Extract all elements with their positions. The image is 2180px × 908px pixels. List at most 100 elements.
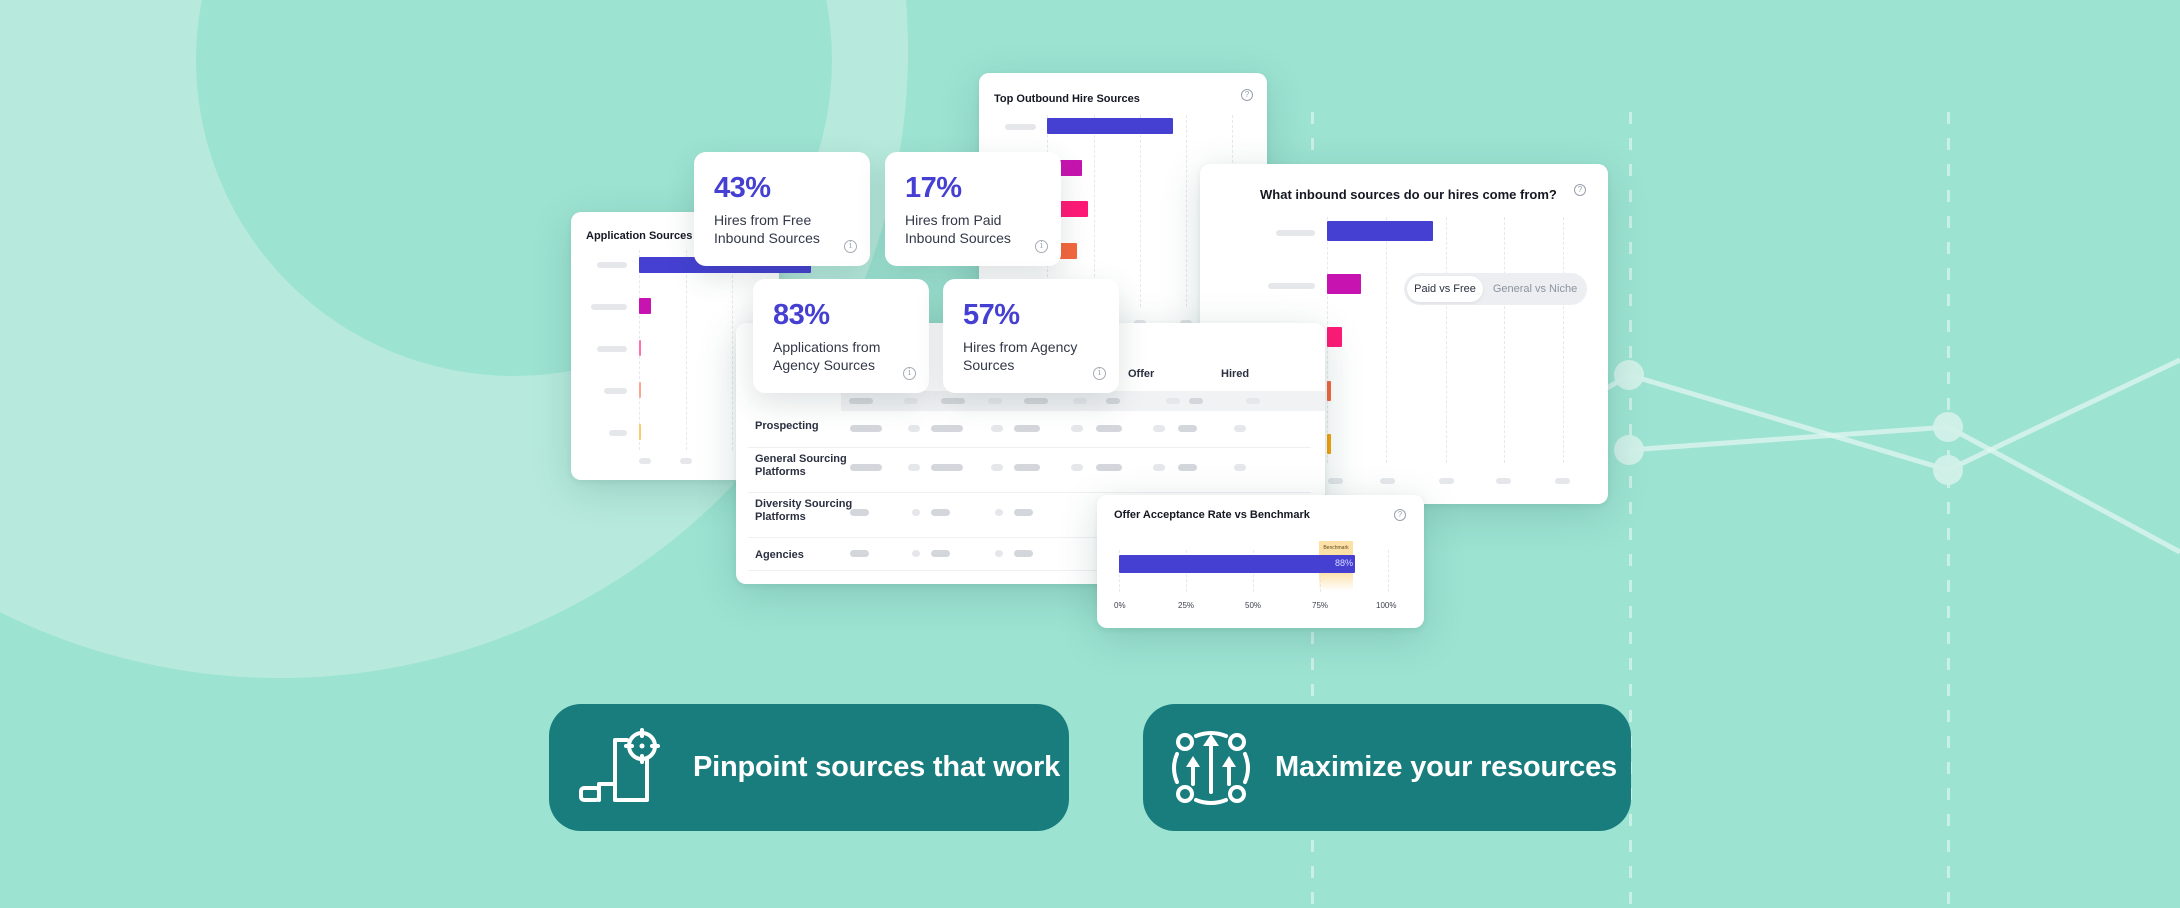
target-steps-icon: [579, 727, 660, 802]
info-icon[interactable]: i: [844, 240, 857, 253]
bar-4[interactable]: [639, 382, 641, 398]
gridline: [1563, 217, 1564, 463]
subheader-placeholder: [1246, 398, 1260, 404]
cell-placeholder: [995, 509, 1003, 516]
bar-1[interactable]: [1327, 221, 1433, 241]
axis-tick: 0%: [1114, 601, 1126, 610]
table-subheader: [841, 391, 1325, 411]
axis-tick: 100%: [1376, 601, 1397, 610]
toggle-option-paid-vs-free[interactable]: Paid vs Free: [1407, 276, 1483, 302]
row-divider: [748, 570, 1311, 571]
subheader-placeholder: [1166, 398, 1180, 404]
cell-placeholder: [1014, 464, 1040, 471]
cell-placeholder: [1071, 425, 1083, 432]
gridline: [1388, 550, 1389, 592]
category-label-placeholder: [609, 430, 627, 436]
gridline: [1140, 115, 1141, 307]
cell-placeholder: [912, 509, 920, 516]
cell-placeholder: [1234, 464, 1246, 471]
cell-placeholder: [912, 550, 920, 557]
cell-placeholder: [991, 464, 1003, 471]
offer-acceptance-card: Offer Acceptance Rate vs Benchmark ? Ben…: [1097, 495, 1424, 628]
axis-tick-placeholder: [680, 458, 692, 464]
cell-placeholder: [908, 464, 920, 471]
info-icon[interactable]: i: [1093, 367, 1106, 380]
cell-placeholder: [991, 425, 1003, 432]
category-label-placeholder: [1005, 124, 1036, 130]
card-title: What inbound sources do our hires come f…: [1260, 187, 1557, 202]
subheader-placeholder: [1106, 398, 1120, 404]
pinpoint-sources-cta[interactable]: Pinpoint sources that work: [549, 704, 1069, 831]
bar-3[interactable]: [639, 340, 641, 356]
gridline: [1386, 217, 1387, 463]
cell-placeholder: [1096, 425, 1122, 432]
toggle-option-general-vs-niche[interactable]: General vs Niche: [1492, 283, 1578, 295]
gridline: [1094, 115, 1095, 307]
subheader-placeholder: [988, 398, 1002, 404]
cell-placeholder: [850, 464, 882, 471]
subheader-placeholder: [941, 398, 965, 404]
arrows-cycle-icon: [1172, 730, 1250, 805]
dashed-guide-line: [1629, 112, 1632, 908]
subheader-placeholder: [904, 398, 918, 404]
info-icon[interactable]: i: [1035, 240, 1048, 253]
card-title: Offer Acceptance Rate vs Benchmark: [1114, 509, 1310, 521]
bar-3[interactable]: [1327, 327, 1342, 347]
subheader-placeholder: [1189, 398, 1203, 404]
category-label-placeholder: [604, 388, 627, 394]
category-label-placeholder: [591, 304, 627, 310]
stat-label: Hires from Free Inbound Sources: [714, 212, 820, 246]
column-header-hired: Hired: [1221, 368, 1250, 380]
stat-label: Applications from Agency Sources: [773, 339, 881, 373]
info-icon[interactable]: i: [903, 367, 916, 380]
bar-1[interactable]: [1047, 118, 1173, 134]
row-label-diversity-sourcing: Diversity Sourcing Platforms: [755, 498, 853, 523]
row-divider: [748, 537, 1311, 538]
benchmark-label: Benchmark: [1323, 545, 1349, 551]
stat-card-agency-hires: 57% Hires from Agency Sources i: [943, 279, 1119, 393]
bar-2[interactable]: [1327, 274, 1361, 294]
cell-placeholder: [1153, 464, 1165, 471]
axis-tick-placeholder: [1496, 478, 1511, 484]
stat-value: 83%: [773, 299, 830, 331]
cell-placeholder: [931, 464, 963, 471]
gridline: [1186, 115, 1187, 307]
cell-placeholder: [1014, 425, 1040, 432]
gridline: [732, 250, 733, 450]
cell-placeholder: [931, 550, 950, 557]
cell-placeholder: [931, 509, 950, 516]
bar-2[interactable]: [639, 298, 651, 314]
cell-placeholder: [1153, 425, 1165, 432]
card-title: Top Outbound Hire Sources: [994, 93, 1140, 105]
cell-placeholder: [908, 425, 920, 432]
row-label-general-sourcing: General Sourcing Platforms: [755, 453, 847, 478]
help-icon[interactable]: ?: [1394, 509, 1406, 521]
stat-card-agency-applications: 83% Applications from Agency Sources i: [753, 279, 929, 393]
maximize-resources-cta[interactable]: Maximize your resources: [1143, 704, 1631, 831]
bar-5[interactable]: [639, 424, 641, 440]
axis-tick: 75%: [1312, 601, 1329, 610]
cell-placeholder: [1234, 425, 1246, 432]
stat-value: 17%: [905, 172, 962, 204]
bar-4[interactable]: [1327, 381, 1331, 401]
cta-label: Pinpoint sources that work: [693, 751, 1061, 783]
bar-5[interactable]: [1327, 434, 1331, 454]
axis-tick-placeholder: [1380, 478, 1395, 484]
row-label-prospecting: Prospecting: [755, 420, 819, 432]
cell-placeholder: [931, 425, 963, 432]
card-title: Application Sources: [586, 230, 693, 242]
bar-value-label: 88%: [1334, 558, 1353, 568]
category-label-placeholder: [597, 346, 627, 352]
axis-tick-placeholder: [1555, 478, 1570, 484]
cell-placeholder: [1178, 464, 1197, 471]
category-label-placeholder: [1276, 230, 1315, 236]
offer-acceptance-bar[interactable]: [1119, 555, 1355, 573]
stat-label: Hires from Agency Sources: [963, 339, 1078, 373]
help-icon[interactable]: ?: [1241, 89, 1253, 101]
axis-tick-placeholder: [1328, 478, 1343, 484]
cell-placeholder: [1096, 464, 1122, 471]
stat-card-paid-inbound: 17% Hires from Paid Inbound Sources i: [885, 152, 1061, 266]
help-icon[interactable]: ?: [1574, 184, 1586, 196]
cell-placeholder: [1014, 550, 1033, 557]
dashed-guide-line: [1947, 112, 1950, 908]
